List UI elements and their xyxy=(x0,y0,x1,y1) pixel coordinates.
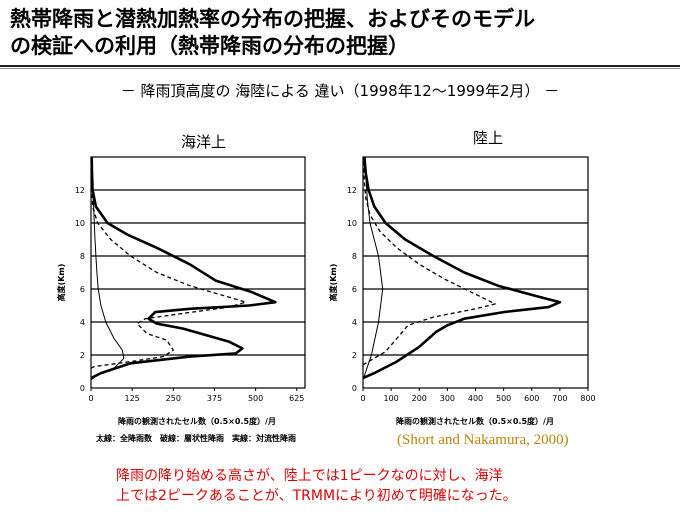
y-tick-label: 2 xyxy=(80,351,85,360)
slide-title-line1: 熱帯降雨と潜熱加熱率の分布の把握、およびそのモデル xyxy=(10,7,535,31)
y-axis-label: 高度(Km) xyxy=(56,264,66,302)
y-tick-label: 4 xyxy=(352,318,357,327)
land-x-axis-label: 降雨の観測されたセル数（0.5×0.5度）/月 xyxy=(396,417,554,426)
x-tick-label: 800 xyxy=(580,394,595,403)
x-tick-label: 0 xyxy=(88,394,93,403)
title-divider-light xyxy=(0,68,680,69)
series-line-thick xyxy=(90,156,277,380)
slide-title: 熱帯降雨と潜熱加熱率の分布の把握、およびそのモデル の検証への利用（熱帯降雨の分… xyxy=(10,6,670,60)
x-tick-label: 700 xyxy=(552,394,567,403)
y-tick-label: 2 xyxy=(352,351,357,360)
land-chart: 0 2 4 6 8 10 12 0 100 200 300 400 500 600 700 800 高度(Km) xyxy=(328,156,596,403)
y-tick-label: 4 xyxy=(80,318,85,327)
y-tick-label: 8 xyxy=(80,252,85,261)
y-tick-label: 12 xyxy=(347,186,357,195)
land-panel-title: 陸上 xyxy=(473,129,504,147)
x-tick-label: 125 xyxy=(125,394,140,403)
y-tick-label: 12 xyxy=(75,186,85,195)
slide-title-line2: の検証への利用（熱帯降雨の分布の把握） xyxy=(10,34,409,58)
x-tick-label: 500 xyxy=(496,394,511,403)
ocean-panel-title: 海洋上 xyxy=(181,133,227,151)
citation: (Short and Nakamura, 2000) xyxy=(397,432,569,448)
conclusion-line2: 上では2ピークあることが、TRMMにより初めて明確になった。 xyxy=(116,488,517,504)
y-tick-label: 0 xyxy=(352,384,357,393)
x-tick-label: 625 xyxy=(289,394,304,403)
y-tick-label: 10 xyxy=(75,219,85,228)
series-line-thin xyxy=(362,156,384,380)
plot-frame xyxy=(362,156,589,389)
series-line-thick xyxy=(362,156,562,380)
x-tick-label: 400 xyxy=(468,394,483,403)
series-line-dashed xyxy=(362,156,496,366)
title-divider xyxy=(0,65,680,67)
y-axis-label: 高度(Km) xyxy=(328,264,338,302)
y-tick-label: 0 xyxy=(80,384,85,393)
y-tick-label: 8 xyxy=(352,252,357,261)
x-tick-label: 0 xyxy=(360,394,365,403)
x-tick-label: 300 xyxy=(440,394,455,403)
y-tick-label: 6 xyxy=(80,285,85,294)
x-tick-label: 600 xyxy=(524,394,539,403)
x-tick-label: 250 xyxy=(166,394,181,403)
x-tick-label: 500 xyxy=(248,394,263,403)
y-tick-label: 10 xyxy=(347,219,357,228)
conclusion-text: 降雨の降り始める高さが、陸上では1ピークなのに対し、海洋 上では2ピークあること… xyxy=(116,466,586,506)
series-line-dashed xyxy=(90,157,247,369)
slide-subtitle: － 降雨頂高度の 海陸による 違い（1998年12～1999年2月） － xyxy=(120,82,560,100)
x-tick-label: 375 xyxy=(207,394,222,403)
series-line-thin xyxy=(90,156,125,381)
plot-frame xyxy=(90,156,306,389)
ocean-chart: 0 2 4 6 8 10 12 0 125 250 375 500 625 高度(Km) xyxy=(56,156,306,403)
y-tick-label: 6 xyxy=(352,285,357,294)
conclusion-line1: 降雨の降り始める高さが、陸上では1ピークなのに対し、海洋 xyxy=(116,468,503,484)
x-tick-label: 100 xyxy=(383,394,398,403)
ocean-x-axis-label: 降雨の観測されたセル数（0.5×0.5度）/月 xyxy=(118,417,276,426)
x-tick-label: 200 xyxy=(412,394,427,403)
line-legend: 太線：全降雨数 破線：層状性降雨 実線：対流性降雨 xyxy=(96,434,296,443)
